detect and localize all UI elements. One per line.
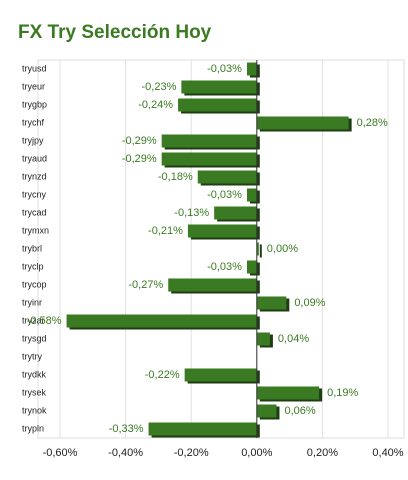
bar xyxy=(161,134,257,148)
bar xyxy=(256,404,277,418)
x-tick-label: 0,00% xyxy=(241,447,272,459)
bar xyxy=(256,242,259,256)
bar xyxy=(178,98,257,112)
x-tick-label: -0,20% xyxy=(174,447,209,459)
bar xyxy=(168,278,257,292)
x-tick-label: -0,40% xyxy=(108,447,143,459)
bar-shadow xyxy=(259,244,262,258)
y-tick-label: tryzar xyxy=(22,315,45,325)
bar xyxy=(197,170,257,184)
y-tick-label: tryaud xyxy=(22,153,47,163)
y-tick-label: tryclp xyxy=(22,261,44,271)
y-tick-label: trysgd xyxy=(22,333,47,343)
value-label: -0,03% xyxy=(207,189,242,201)
value-label: -0,13% xyxy=(174,207,209,219)
y-tick-label: trybrl xyxy=(22,243,42,253)
value-label: -0,58% xyxy=(27,315,62,327)
y-tick-label: trycop xyxy=(22,279,47,289)
value-label: 0,00% xyxy=(267,243,298,255)
value-label: -0,23% xyxy=(142,81,177,93)
value-label: -0,03% xyxy=(207,261,242,273)
y-tick-label: tryjpy xyxy=(22,135,44,145)
bar xyxy=(66,314,257,328)
y-tick-label: trygbp xyxy=(22,99,47,109)
bar xyxy=(256,296,287,310)
value-label: -0,22% xyxy=(145,369,180,381)
bar xyxy=(161,152,257,166)
x-tick-label: 0,20% xyxy=(307,447,338,459)
value-label: -0,21% xyxy=(148,225,183,237)
value-label: 0,06% xyxy=(284,405,315,417)
bar xyxy=(246,62,257,76)
y-tick-label: trysek xyxy=(22,387,47,397)
bar xyxy=(187,224,257,238)
y-tick-label: trymxn xyxy=(22,225,49,235)
y-tick-label: trynok xyxy=(22,405,47,415)
value-label: -0,33% xyxy=(109,423,144,435)
bar xyxy=(184,368,257,382)
value-label: 0,19% xyxy=(327,387,358,399)
bar xyxy=(256,116,349,130)
value-label: 0,04% xyxy=(278,333,309,345)
y-tick-label: tryeur xyxy=(22,81,45,91)
x-tick-label: -0,60% xyxy=(43,447,78,459)
value-label: -0,29% xyxy=(122,153,157,165)
value-label: 0,09% xyxy=(294,297,325,309)
y-tick-label: trynzd xyxy=(22,171,47,181)
bar xyxy=(256,386,320,400)
y-tick-label: trypln xyxy=(22,423,44,433)
y-tick-label: trydkk xyxy=(22,369,47,379)
chart-title: FX Try Selección Hoy xyxy=(18,22,212,43)
value-label: -0,29% xyxy=(122,135,157,147)
bar xyxy=(246,260,257,274)
bar xyxy=(246,188,257,202)
y-tick-label: trytry xyxy=(22,351,42,361)
value-label: -0,03% xyxy=(207,63,242,75)
value-label: -0,24% xyxy=(138,99,173,111)
y-tick-label: trycad xyxy=(22,207,47,217)
bar xyxy=(214,206,257,220)
y-tick-label: tryinr xyxy=(22,297,42,307)
y-tick-label: trycny xyxy=(22,189,47,199)
x-tick-label: 0,40% xyxy=(372,447,403,459)
value-label: 0,28% xyxy=(357,117,388,129)
bar xyxy=(181,80,257,94)
value-label: -0,18% xyxy=(158,171,193,183)
bar xyxy=(256,332,270,346)
bar xyxy=(148,422,257,436)
plot-frame xyxy=(37,59,405,439)
y-tick-label: trychf xyxy=(22,117,45,127)
value-label: -0,27% xyxy=(128,279,163,291)
y-tick-label: tryusd xyxy=(22,63,47,73)
